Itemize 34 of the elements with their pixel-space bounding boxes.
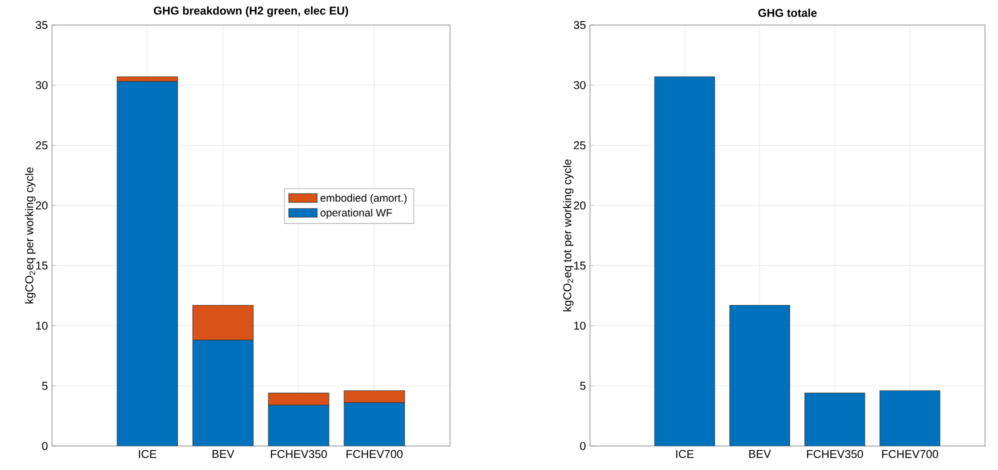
y-tick-label: 5	[580, 382, 586, 390]
y-tick-label: 15	[574, 262, 586, 270]
x-tick-label: FCHEV700	[346, 450, 403, 458]
y-tick-label: 25	[36, 141, 48, 150]
y-tick-label: 15	[36, 262, 48, 270]
legend-label: embodied (amort.)	[320, 194, 407, 204]
bar	[880, 390, 940, 446]
legend-label: operational WF	[320, 208, 392, 219]
y-tick-label: 0	[42, 442, 48, 450]
chart-title: GHG breakdown (H2 green, elec EU)	[154, 6, 348, 17]
y-tick-label: 30	[36, 81, 48, 90]
y-axis-title: kgCO$_{2}$eq per working cycle	[24, 167, 36, 304]
y-tick-label: 20	[574, 201, 586, 210]
y-axis-title: kgCO$_{2}$eq tot per working cycle	[562, 159, 574, 312]
x-tick-label: FCHEV350	[270, 450, 327, 458]
y-tick-label: 10	[36, 322, 48, 330]
x-tick-label: FCHEV350	[807, 450, 864, 458]
y-tick-label: 35	[36, 20, 48, 29]
x-tick-label: FCHEV700	[882, 450, 938, 458]
chart-title: GHG totale	[758, 8, 817, 17]
y-tick-label: 5	[42, 382, 48, 390]
bar	[654, 76, 715, 446]
y-tick-label: 10	[574, 322, 586, 330]
y-tick-label: 20	[36, 201, 48, 210]
y-tick-label: 0	[580, 442, 586, 450]
y-tick-label: 25	[574, 141, 586, 150]
bar	[804, 393, 865, 446]
x-tick-label: BEV	[749, 450, 772, 458]
bar	[730, 305, 790, 446]
y-tick-label: 35	[574, 20, 586, 29]
y-tick-label: 30	[574, 81, 586, 90]
x-tick-label: ICE	[676, 450, 694, 458]
x-tick-label: ICE	[138, 450, 156, 458]
x-tick-label: BEV	[212, 450, 234, 458]
